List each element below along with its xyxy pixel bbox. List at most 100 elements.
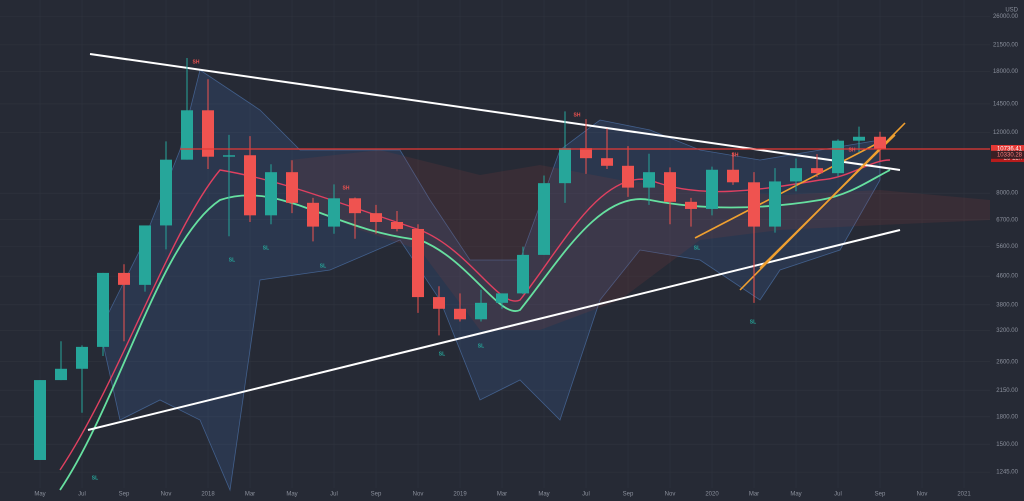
candle-body (832, 140, 844, 174)
x-tick-label: 2020 (705, 492, 719, 498)
candle-body (601, 158, 613, 166)
swing-label: SH (732, 152, 739, 158)
candle-body (244, 155, 256, 216)
candle-body (538, 183, 550, 255)
swing-label: SH (343, 185, 350, 191)
candle-body (391, 221, 403, 229)
x-tick-label: Mar (749, 492, 759, 498)
x-tick-label: Jul (78, 492, 86, 498)
y-tick-label: 8000.00 (996, 191, 1018, 197)
trend-line (89, 53, 901, 171)
x-tick-label: Sep (875, 492, 886, 498)
swing-label: SL (694, 245, 700, 251)
y-tick-label: 14500.00 (993, 102, 1019, 108)
y-tick-label: 2600.00 (996, 359, 1018, 365)
candles (34, 57, 886, 460)
x-tick-label: 2018 (201, 492, 215, 498)
candle-body (328, 198, 340, 227)
x-tick-label: 2021 (957, 492, 971, 498)
candle-body (265, 172, 277, 216)
candle-body (118, 272, 130, 285)
candle-body (790, 168, 802, 182)
y-tick-label: 1500.00 (996, 442, 1018, 448)
candle-body (223, 155, 235, 157)
x-tick-label: May (286, 492, 297, 498)
x-tick-label: Jul (330, 492, 338, 498)
candle-body (139, 225, 151, 285)
y-tick-label: 26000.00 (993, 14, 1019, 20)
candle-body (286, 172, 298, 203)
x-tick-label: May (538, 492, 549, 498)
swing-label: SL (750, 319, 756, 325)
candle-body (181, 110, 193, 160)
candle-body (55, 368, 67, 381)
swing-label: SH (193, 59, 200, 65)
candle-body (517, 254, 529, 294)
candle-body (559, 148, 571, 184)
y-tick-label: 2150.00 (996, 388, 1018, 394)
x-tick-label: Sep (623, 492, 634, 498)
candle-body (160, 159, 172, 226)
y-tick-label: 1245.00 (996, 470, 1018, 476)
x-tick-label: Mar (497, 492, 507, 498)
x-tick-label: Jul (834, 492, 842, 498)
x-tick-label: Sep (371, 492, 382, 498)
y-tick-label: 4600.00 (996, 274, 1018, 280)
y-tick-label: 5600.00 (996, 244, 1018, 250)
level-price: 10330.28 (997, 152, 1023, 158)
candle-body (496, 293, 508, 303)
swing-label: SL (439, 351, 445, 357)
last-price: 10736.41 (997, 147, 1023, 153)
x-tick-label: Sep (119, 492, 130, 498)
swing-label: SL (92, 475, 98, 481)
candle-body (748, 182, 760, 227)
candle-body (454, 308, 466, 320)
y-tick-label: 3800.00 (996, 302, 1018, 308)
candle-body (643, 172, 655, 188)
y-tick-label: 12000.00 (993, 130, 1019, 136)
candle-body (706, 169, 718, 209)
y-tick-label: 3200.00 (996, 328, 1018, 334)
y-tick-label: 18000.00 (993, 69, 1019, 75)
candle-body (34, 380, 46, 460)
candle-body (97, 272, 109, 347)
level-tag (991, 150, 1024, 159)
candle-body (433, 297, 445, 309)
candle-body (685, 201, 697, 209)
candle-body (349, 198, 361, 214)
candle-body (811, 168, 823, 174)
x-tick-label: Nov (413, 492, 424, 498)
y-tick-label: 1800.00 (996, 414, 1018, 420)
channel-line (759, 134, 896, 269)
candle-body (475, 302, 487, 320)
candle-body (664, 172, 676, 202)
x-tick-label: 2019 (453, 492, 467, 498)
x-tick-label: Mar (245, 492, 255, 498)
swing-label: SL (263, 245, 269, 251)
candle-body (580, 148, 592, 159)
candle-body (307, 202, 319, 227)
candle-body (370, 213, 382, 222)
swing-label: SH (574, 112, 581, 118)
swing-label: SL (229, 257, 235, 263)
x-tick-label: Nov (161, 492, 172, 498)
candle-body (412, 228, 424, 298)
swing-label: SH (849, 147, 856, 153)
currency-label: USD (1005, 8, 1018, 14)
candle-body (76, 346, 88, 369)
x-tick-label: Nov (917, 492, 928, 498)
price-tag (991, 145, 1024, 154)
ichimoku-cloud (290, 150, 990, 330)
candle-body (202, 110, 214, 157)
candle-body (769, 181, 781, 227)
candle-body (853, 136, 865, 141)
x-tick-label: May (34, 492, 45, 498)
swing-label: SL (478, 343, 484, 349)
x-tick-label: May (790, 492, 801, 498)
swing-label: SL (320, 263, 326, 269)
candle-body (874, 136, 886, 150)
y-tick-label: 21500.00 (993, 42, 1019, 48)
channel-line (694, 141, 881, 239)
